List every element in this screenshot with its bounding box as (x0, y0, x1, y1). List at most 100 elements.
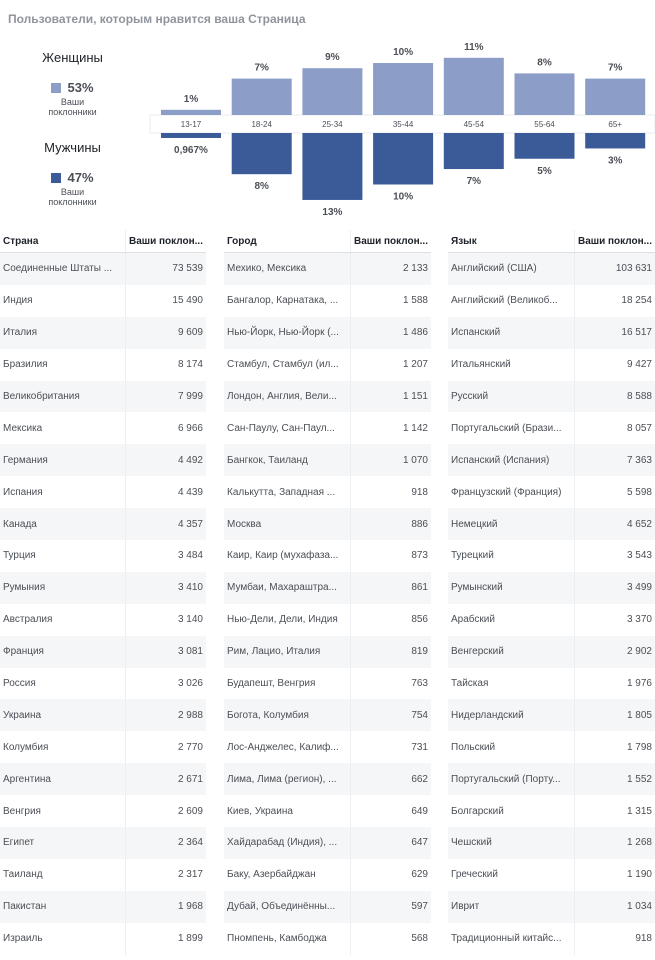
women-bar-45-54 (443, 57, 504, 115)
women-percent: 53% (67, 80, 94, 95)
table-row: Турецкий 3 543 (448, 540, 655, 572)
men-swatch (51, 172, 62, 183)
table-row: Аргентина 2 671 (0, 763, 206, 796)
women-value-label: 8% (537, 57, 552, 68)
row-fans-count: 649 (411, 805, 428, 817)
column-header-name[interactable]: Страна (0, 230, 126, 253)
row-fans-count: 1 805 (574, 699, 655, 732)
row-fans-count: 2 902 (574, 635, 655, 668)
row-name: Канада (0, 508, 126, 541)
row-fans-count: 18 254 (621, 295, 652, 307)
row-fans-count: 5 598 (626, 486, 652, 498)
row-fans-count: 1 142 (402, 422, 428, 434)
row-name: Соединенные Штаты ... (0, 252, 126, 285)
row-fans-count: 1 151 (350, 380, 431, 413)
table-row: Русский 8 588 (448, 380, 655, 413)
row-fans-count: 2 988 (125, 699, 206, 732)
row-name: Египет (0, 827, 126, 859)
row-name: Венгерский (448, 635, 575, 668)
age-gender-chart: 1% 0,967% 13-17 7% 8% 18-24 9% 13% 25-34 10% 10% 35… (149, 42, 655, 218)
table-row: Украина 2 988 (0, 699, 206, 732)
row-name: Испанский (448, 316, 575, 349)
table-row: Иврит 1 034 (448, 890, 655, 923)
row-fans-count: 2 671 (125, 763, 206, 796)
row-fans-count: 4 439 (177, 486, 203, 498)
column-header-name[interactable]: Язык (448, 230, 575, 253)
table-row: Чешский 1 268 (448, 827, 655, 859)
column-header-fans[interactable]: Ваши поклон... (125, 230, 206, 253)
row-name: Тайская (448, 667, 575, 700)
row-fans-count: 3 484 (177, 550, 203, 562)
column-header-fans[interactable]: Ваши поклон... (350, 230, 431, 253)
age-tick-label: 18-24 (251, 120, 272, 129)
table-row: Будапешт, Венгрия 763 (224, 667, 431, 700)
row-fans-count: 7 999 (125, 380, 206, 413)
row-name: Хайдарабад (Индия), ... (224, 827, 351, 859)
row-name: Румынский (448, 571, 575, 604)
men-bar-45-54 (443, 133, 504, 170)
row-fans-count: 1 588 (402, 295, 428, 307)
row-name: Калькутта, Западная ... (224, 476, 351, 509)
table-row: Мумбаи, Махараштра... 861 (224, 571, 431, 604)
women-bar-25-34 (302, 68, 363, 115)
row-name: Болгарский (448, 795, 575, 828)
row-name: Греческий (448, 858, 575, 891)
row-fans-count: 1 034 (574, 890, 655, 923)
table-row: Арабский 3 370 (448, 603, 655, 636)
men-value-label: 3% (608, 155, 623, 166)
table-row: Канада 4 357 (0, 508, 206, 541)
row-fans-count: 647 (350, 827, 431, 859)
table-row: Бангкок, Таиланд 1 070 (224, 444, 431, 477)
row-name: Турция (0, 540, 126, 572)
men-bar-65+ (585, 133, 646, 149)
row-name: Каир, Каир (мухафаза... (224, 540, 351, 572)
table-row: Египет 2 364 (0, 827, 206, 859)
women-value-label: 9% (325, 52, 340, 63)
row-name: Колумбия (0, 731, 126, 764)
page-title: Пользователи, которым нравится ваша Стра… (8, 12, 306, 26)
table-row: Греческий 1 190 (448, 858, 655, 891)
age-tick-label: 55-64 (534, 120, 555, 129)
men-value-label: 7% (467, 176, 482, 187)
women-bar-55-64 (514, 73, 575, 115)
row-name: Великобритания (0, 380, 126, 413)
table-row: Италия 9 609 (0, 316, 206, 349)
table-row: Австралия 3 140 (0, 603, 206, 636)
column-header-name[interactable]: Город (224, 230, 351, 253)
table-row: Польский 1 798 (448, 731, 655, 764)
row-name: Лос-Анджелес, Калиф... (224, 731, 351, 764)
table-row: Рим, Лацио, Италия 819 (224, 635, 431, 668)
country-table: Страна Ваши поклон... Соединенные Штаты ..… (0, 230, 206, 955)
row-fans-count: 1 268 (574, 827, 655, 859)
women-bar-18-24 (231, 78, 292, 115)
age-tick-label: 35-44 (393, 120, 414, 129)
men-percent: 47% (67, 170, 94, 185)
men-bar-55-64 (514, 133, 575, 159)
table-row: Хайдарабад (Индия), ... 647 (224, 827, 431, 859)
row-name: Немецкий (448, 508, 575, 541)
men-label: Мужчины (44, 140, 101, 155)
men-value-label: 0,967% (174, 145, 208, 156)
table-row: Итальянский 9 427 (448, 348, 655, 381)
table-row: Стамбул, Стамбул (ил... 1 207 (224, 348, 431, 381)
row-name: Нью-Дели, Дели, Индия (224, 603, 351, 636)
language-table: Язык Ваши поклон... Английский (США) 103 63… (448, 230, 655, 955)
row-fans-count: 819 (350, 635, 431, 668)
row-name: Баку, Азербайджан (224, 858, 351, 891)
column-header-fans[interactable]: Ваши поклон... (574, 230, 655, 253)
men-sub1: Ваши (60, 187, 85, 197)
table-row: Испанский 16 517 (448, 316, 655, 349)
table-row: Нидерландский 1 805 (448, 699, 655, 732)
row-fans-count: 754 (350, 699, 431, 732)
row-fans-count: 16 517 (574, 316, 655, 349)
men-value-label: 8% (254, 181, 269, 192)
row-fans-count: 662 (350, 763, 431, 796)
row-fans-count: 1 968 (125, 890, 206, 923)
row-fans-count: 2 133 (350, 252, 431, 285)
row-name: Стамбул, Стамбул (ил... (224, 348, 351, 381)
table-row: Израиль 1 899 (0, 922, 206, 955)
table-row: Бразилия 8 174 (0, 348, 206, 381)
row-name: Украина (0, 699, 126, 732)
row-name: Польский (448, 731, 575, 764)
women-sub1: Ваши (60, 97, 85, 107)
